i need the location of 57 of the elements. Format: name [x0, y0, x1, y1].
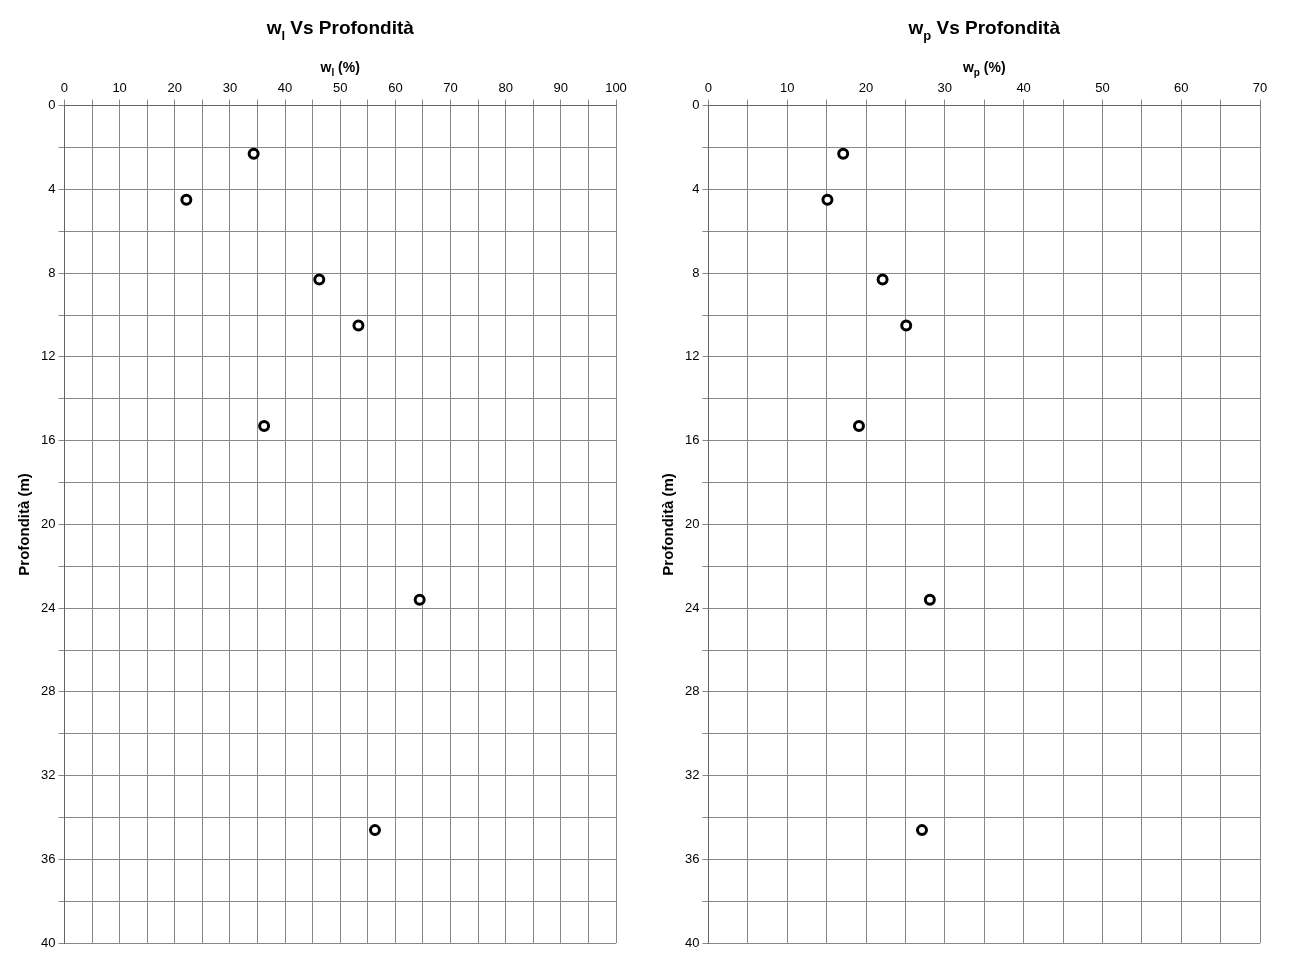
y-tick-label: 24 — [40, 599, 56, 615]
x-tick-label: 90 — [553, 80, 569, 96]
x-tick-label: 50 — [1095, 80, 1110, 96]
x-tick-label: 10 — [780, 80, 795, 96]
y-tick-label: 28 — [684, 683, 700, 699]
point — [368, 824, 381, 837]
x-tick-label: 10 — [112, 80, 127, 96]
point — [876, 273, 889, 286]
y-tick-label: 16 — [684, 432, 700, 448]
y-tick-label: 12 — [40, 348, 56, 364]
x-tick-label: 20 — [167, 80, 182, 96]
point — [915, 824, 928, 837]
y-tick-label: 20 — [40, 515, 56, 531]
x-tick-label: 50 — [333, 80, 348, 96]
point — [923, 593, 936, 606]
x-tick-label: 30 — [222, 80, 238, 96]
x-tick-label: 20 — [858, 80, 874, 96]
point — [852, 419, 865, 432]
x-tick-label: 0 — [704, 80, 713, 96]
point — [247, 147, 260, 160]
y-tick-label: 32 — [40, 767, 56, 783]
y-tick-label: 32 — [684, 767, 700, 783]
y-tick-label: 28 — [40, 683, 56, 699]
y-tick-label: 4 — [48, 180, 56, 196]
y-tick-label: 4 — [692, 180, 700, 196]
y-tick-label: 40 — [40, 934, 56, 950]
point — [313, 273, 326, 286]
x-tick-label: 100 — [605, 80, 627, 96]
y-axis-title: Profondità (m) — [15, 473, 33, 576]
x-tick-label: 70 — [1252, 80, 1268, 96]
y-tick-label: 8 — [692, 264, 700, 280]
point — [413, 593, 426, 606]
y-tick-label: 0 — [48, 97, 56, 113]
x-tick-label: 80 — [498, 80, 513, 96]
y-tick-label: 20 — [684, 515, 700, 531]
y-tick-label: 0 — [692, 97, 700, 113]
x-tick-label: 0 — [60, 80, 69, 96]
x-tick-label: 60 — [1173, 80, 1189, 96]
y-tick-label: 24 — [684, 599, 700, 615]
x-tick-label: 30 — [937, 80, 953, 96]
x-tick-label: 40 — [277, 80, 293, 96]
point — [821, 193, 834, 206]
y-tick-label: 40 — [684, 934, 700, 950]
x-tick-label: 40 — [1016, 80, 1031, 96]
point — [352, 319, 365, 332]
x-tick-label: 60 — [388, 80, 403, 96]
point — [180, 193, 193, 206]
point — [837, 147, 850, 160]
y-tick-label: 36 — [40, 851, 56, 867]
y-tick-label: 16 — [40, 432, 56, 448]
y-tick-label: 12 — [684, 348, 700, 364]
y-tick-label: 36 — [684, 851, 700, 867]
y-tick-label: 8 — [48, 264, 56, 280]
x-tick-label: 70 — [443, 80, 458, 96]
y-axis-title: Profondità (m) — [659, 473, 677, 576]
point — [258, 419, 271, 432]
point — [900, 319, 913, 332]
